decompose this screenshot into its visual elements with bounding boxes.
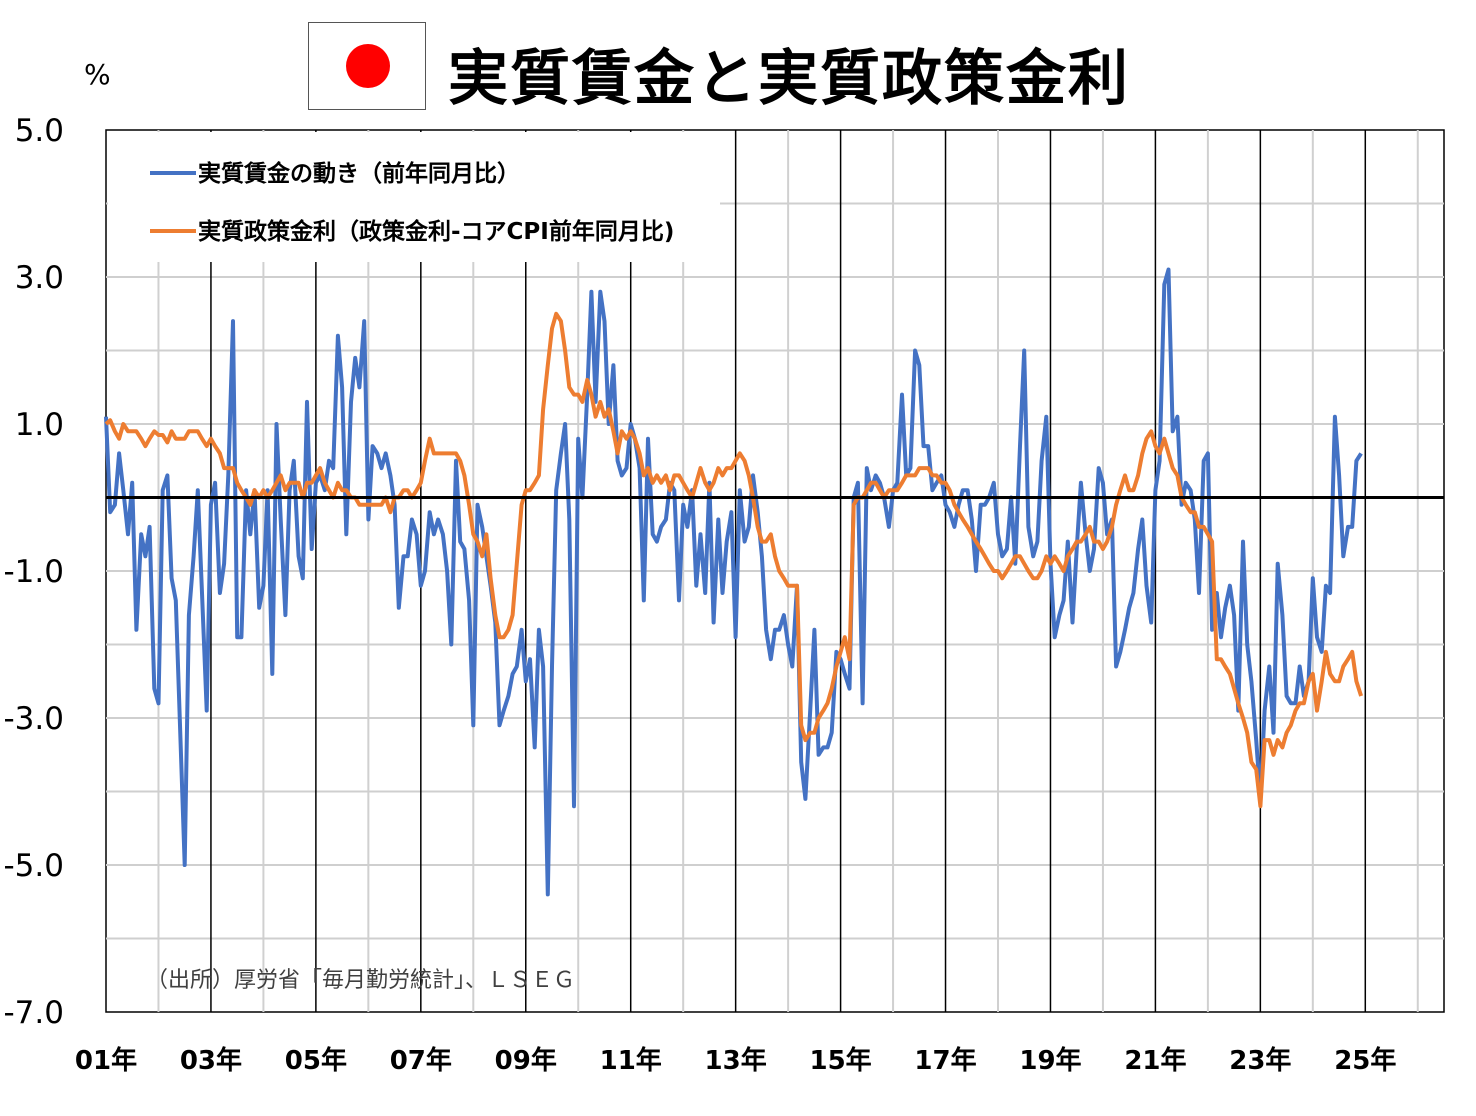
x-tick-label: 25年 [1334, 1045, 1396, 1076]
x-tick-label: 13年 [705, 1045, 767, 1076]
x-tick-label: 21年 [1124, 1045, 1186, 1076]
y-tick-label: 5.0 [15, 113, 64, 149]
y-tick-label: -3.0 [4, 701, 65, 737]
legend-box [108, 132, 720, 262]
x-tick-label: 15年 [809, 1045, 871, 1076]
x-tick-label: 09年 [495, 1045, 557, 1076]
x-tick-label: 07年 [390, 1045, 452, 1076]
source-note: （出所）厚労省「毎月勤労統計」、ＬＳＥＧ [146, 968, 575, 993]
x-tick-label: 17年 [914, 1045, 976, 1076]
x-tick-label: 23年 [1229, 1045, 1291, 1076]
flag-sun [346, 44, 390, 88]
y-tick-label: -7.0 [4, 995, 65, 1031]
series-line-2 [104, 311, 1364, 809]
y-tick-label: 1.0 [15, 407, 64, 443]
x-tick-label: 05年 [285, 1045, 347, 1076]
x-tick-label: 11年 [600, 1045, 662, 1076]
japan-flag-icon [308, 22, 426, 110]
x-tick-label: 03年 [180, 1045, 242, 1076]
y-tick-label: -1.0 [4, 554, 65, 590]
chart-title: 実質賃金と実質政策金利 [448, 44, 1130, 114]
series-line-1 [104, 267, 1363, 897]
legend-label-2: 実質政策金利（政策金利-コアCPI前年同月比) [198, 218, 674, 245]
x-tick-label: 01年 [75, 1045, 137, 1076]
x-tick-label: 19年 [1019, 1045, 1081, 1076]
y-tick-label: -5.0 [4, 848, 65, 884]
legend-label-1: 実質賃金の動き（前年同月比） [198, 160, 520, 187]
y-tick-label: 3.0 [15, 260, 64, 296]
unit-label: % [84, 58, 111, 91]
